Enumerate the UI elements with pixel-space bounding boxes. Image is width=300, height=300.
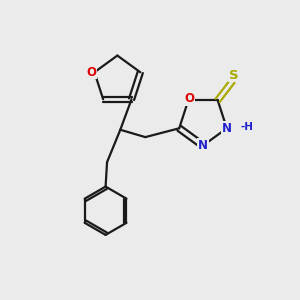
Text: O: O	[185, 92, 195, 105]
Text: -H: -H	[240, 122, 253, 132]
Text: N: N	[198, 139, 208, 152]
Text: N: N	[222, 122, 232, 135]
Text: O: O	[86, 66, 97, 79]
Text: S: S	[229, 69, 239, 82]
